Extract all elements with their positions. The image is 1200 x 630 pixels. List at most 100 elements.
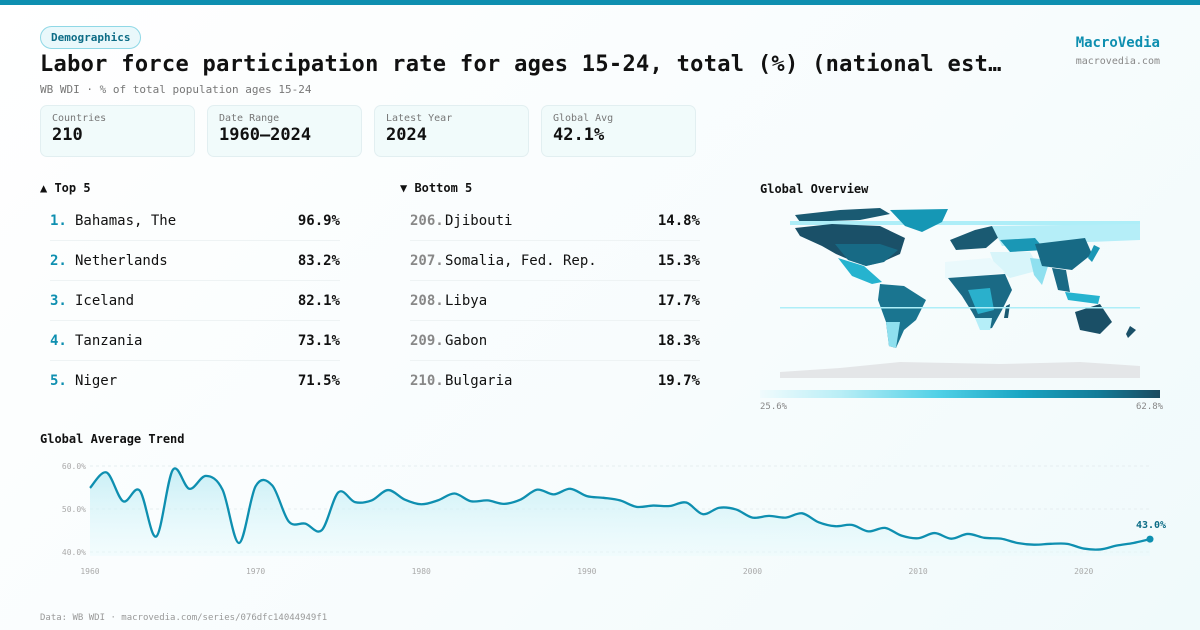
- y-tick-label: 40.0%: [62, 548, 86, 557]
- x-tick-label: 1960: [80, 567, 99, 576]
- bottom5-list: 206. Djibouti 14.8% 207. Somalia, Fed. Rep.…: [410, 201, 700, 401]
- region-greenland: [890, 209, 948, 232]
- y-tick-label: 60.0%: [62, 462, 86, 471]
- country-value: 17.7%: [657, 292, 700, 309]
- last-value-label: 43.0%: [1136, 520, 1166, 531]
- region-usa: [835, 244, 898, 266]
- stat-global-avg: Global Avg 42.1%: [541, 105, 696, 157]
- list-item[interactable]: 1. Bahamas, The 96.9%: [50, 201, 340, 241]
- list-item[interactable]: 210. Bulgaria 19.7%: [410, 361, 700, 401]
- map-heading: Global Overview: [760, 182, 869, 196]
- trend-line: [89, 467, 1151, 551]
- region-se-asia: [1052, 268, 1070, 292]
- stat-label: Countries: [52, 113, 107, 124]
- country-name: Gabon: [445, 332, 488, 349]
- region-southern-cone: [886, 322, 900, 348]
- legend-min: 25.6%: [760, 402, 788, 412]
- brand-logo[interactable]: MacroVedia: [1075, 35, 1160, 51]
- region-australia: [1075, 304, 1112, 334]
- region-madagascar: [1004, 304, 1010, 318]
- rank: 206.: [410, 212, 444, 229]
- list-item[interactable]: 3. Iceland 82.1%: [50, 281, 340, 321]
- world-choropleth-map[interactable]: [760, 200, 1160, 385]
- legend-max: 62.8%: [1136, 402, 1164, 412]
- list-item[interactable]: 2. Netherlands 83.2%: [50, 241, 340, 281]
- country-name: Tanzania: [75, 332, 143, 349]
- top-accent-bar: [0, 0, 1200, 5]
- country-value: 83.2%: [297, 252, 340, 269]
- country-name: Bulgaria: [445, 373, 513, 389]
- rank: 210.: [410, 373, 444, 389]
- region-south-africa: [975, 318, 992, 330]
- category-badge[interactable]: Demographics: [40, 26, 142, 49]
- region-japan: [1088, 245, 1100, 262]
- region-arctic-islands: [795, 208, 890, 222]
- region-antarctica: [780, 362, 1140, 378]
- x-tick-label: 2010: [908, 567, 927, 576]
- country-name: Djibouti: [445, 212, 513, 229]
- list-item[interactable]: 4. Tanzania 73.1%: [50, 321, 340, 361]
- rank: 208.: [410, 292, 444, 309]
- rank: 1.: [50, 212, 67, 229]
- region-central-asia: [1000, 238, 1045, 252]
- last-point-marker: [1146, 535, 1154, 543]
- rank: 207.: [410, 252, 444, 269]
- region-central-america: [838, 258, 882, 284]
- country-name: Somalia, Fed. Rep.: [445, 252, 597, 269]
- region-north-africa: [945, 258, 1005, 280]
- brand-url[interactable]: macrovedia.com: [1075, 56, 1160, 67]
- trend-area: [90, 468, 1150, 556]
- rank: 5.: [50, 373, 67, 389]
- color-legend-bar: [760, 390, 1160, 398]
- region-equator-line: [780, 307, 1140, 309]
- x-tick-label: 1980: [412, 567, 431, 576]
- rank: 3.: [50, 292, 67, 309]
- rank: 209.: [410, 332, 444, 349]
- x-tick-label: 1970: [246, 567, 265, 576]
- region-china: [1035, 238, 1092, 270]
- country-name: Niger: [75, 373, 118, 389]
- list-item[interactable]: 208. Libya 17.7%: [410, 281, 700, 321]
- subtitle: WB WDI · % of total population ages 15-2…: [40, 83, 312, 96]
- stat-label: Global Avg: [553, 113, 614, 124]
- list-item[interactable]: 206. Djibouti 14.8%: [410, 201, 700, 241]
- region-europe: [950, 226, 1000, 250]
- stat-label: Latest Year: [386, 113, 453, 124]
- rank: 4.: [50, 332, 67, 349]
- country-value: 71.5%: [297, 373, 340, 389]
- stat-value: 1960–2024: [219, 125, 312, 145]
- list-item[interactable]: 207. Somalia, Fed. Rep. 15.3%: [410, 241, 700, 281]
- region-new-zealand: [1126, 326, 1136, 338]
- x-tick-label: 2000: [743, 567, 762, 576]
- page-title: Labor force participation rate for ages …: [40, 52, 1010, 77]
- country-value: 73.1%: [297, 332, 340, 349]
- y-tick-label: 50.0%: [62, 505, 86, 514]
- rank: 2.: [50, 252, 67, 269]
- trend-heading: Global Average Trend: [40, 432, 185, 446]
- bottom5-heading: ▼ Bottom 5: [400, 181, 473, 195]
- list-item[interactable]: 209. Gabon 18.3%: [410, 321, 700, 361]
- country-name: Iceland: [75, 292, 135, 309]
- country-value: 82.1%: [297, 292, 340, 309]
- region-south-america: [878, 284, 926, 348]
- country-name: Bahamas, The: [75, 212, 177, 229]
- trend-chart: 60.0% 50.0% 40.0% 1960 1970 1980 1990 2000 2010 2…: [62, 462, 1166, 576]
- footer-source: Data: WB WDI · macrovedia.com/series/076…: [40, 613, 328, 623]
- stat-latest-year: Latest Year 2024: [374, 105, 529, 157]
- stat-countries: Countries 210: [40, 105, 195, 157]
- stat-date-range: Date Range 1960–2024: [207, 105, 362, 157]
- country-name: Libya: [445, 292, 488, 309]
- country-value: 14.8%: [657, 212, 700, 229]
- list-item[interactable]: 5. Niger 71.5%: [50, 361, 340, 401]
- country-value: 18.3%: [657, 332, 700, 349]
- country-value: 96.9%: [297, 212, 340, 229]
- stat-value: 210: [52, 125, 83, 145]
- stat-label: Date Range: [219, 113, 280, 124]
- country-name: Netherlands: [75, 252, 168, 269]
- region-arctic-strip: [790, 221, 1140, 225]
- stat-value: 2024: [386, 125, 427, 145]
- top5-heading: ▲ Top 5: [40, 181, 91, 195]
- stats-row: Countries 210 Date Range 1960–2024 Latest …: [40, 105, 696, 157]
- country-value: 15.3%: [657, 252, 700, 269]
- country-value: 19.7%: [657, 373, 700, 389]
